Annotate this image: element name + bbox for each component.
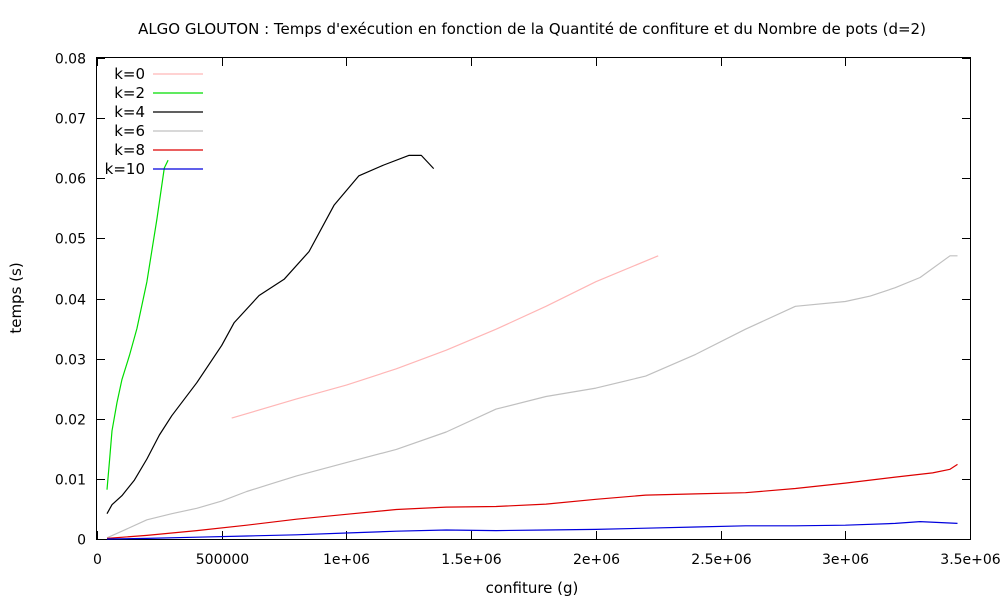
legend-label: k=8 [114,141,145,159]
x-axis: 0 500000 1e+06 1.5e+06 2e+06 2.5e+06 3e+06 3.5e… [93,58,1000,568]
x-tick-label: 3.5e+06 [940,552,1000,568]
y-tick-label: 0 [77,533,86,549]
x-tick-label: 0 [93,552,102,568]
series-line-k2 [106,159,169,490]
series-line-k10 [106,520,958,540]
y-tick-label: 0.02 [55,413,86,429]
x-tick-label: 500000 [196,552,249,568]
y-tick-label: 0.04 [55,293,86,309]
series-line-k6 [106,255,958,539]
x-tick-label: 1.5e+06 [441,552,502,568]
series-line-k8 [106,463,958,539]
series-line-k4 [106,154,435,514]
x-tick-label: 2e+06 [573,552,620,568]
legend-label: k=2 [114,84,145,102]
legend-label: k=6 [114,122,145,140]
x-tick-label: 1e+06 [323,552,370,568]
legend: k=0k=2k=4k=6k=8k=10 [105,65,203,178]
legend-label: k=4 [114,103,145,121]
y-tick-label: 0.08 [55,52,86,68]
x-tick-label: 2.5e+06 [691,552,752,568]
y-axis: 0 0.01 0.02 0.03 0.04 0.05 0.06 0.07 0.08 [55,52,970,549]
y-tick-label: 0.06 [55,172,86,188]
y-axis-title: temps (s) [7,262,25,333]
y-tick-label: 0.07 [55,112,86,128]
series-lines [106,154,958,540]
legend-label: k=0 [114,65,145,83]
y-tick-label: 0.05 [55,232,86,248]
series-line-k0 [231,255,659,419]
plot-frame [96,57,971,540]
y-tick-label: 0.03 [55,353,86,369]
chart-title: ALGO GLOUTON : Temps d'exécution en fonc… [138,20,926,38]
x-axis-title: confiture (g) [486,579,579,597]
y-tick-label: 0.01 [55,473,86,489]
x-tick-label: 3e+06 [822,552,869,568]
legend-label: k=10 [105,160,145,178]
